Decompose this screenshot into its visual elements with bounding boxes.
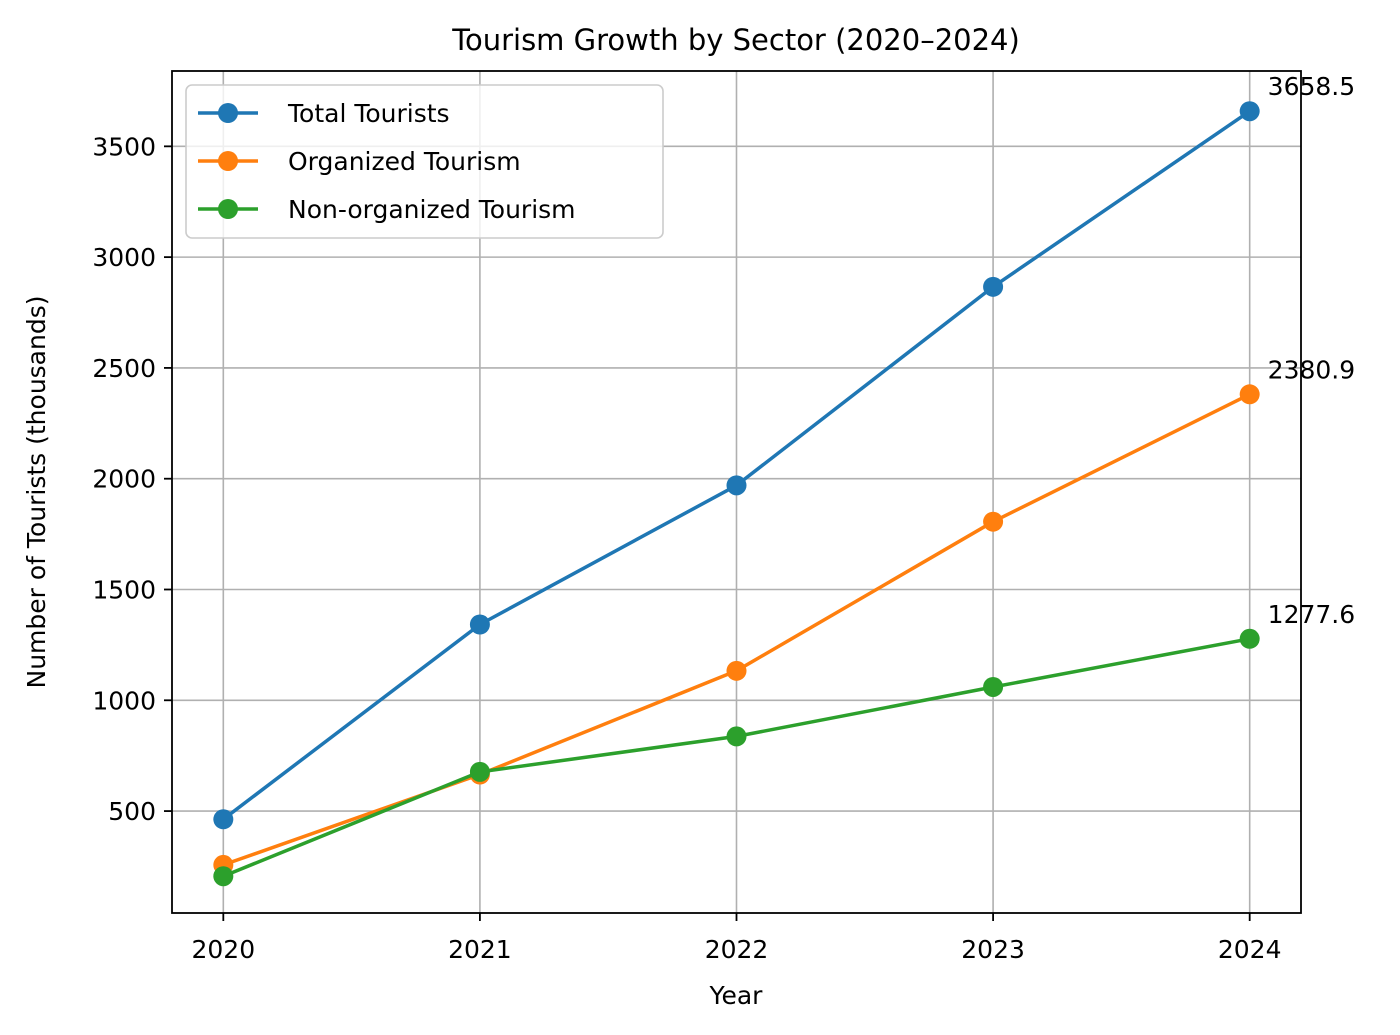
legend-entry: Organized Tourism: [198, 147, 521, 176]
data-point: [213, 866, 234, 887]
x-tick-label: 2020: [192, 935, 256, 964]
legend-entry: Non-organized Tourism: [198, 195, 576, 224]
y-axis-label: Number of Tourists (thousands): [22, 296, 51, 689]
data-point: [213, 809, 234, 830]
legend-entry: Total Tourists: [198, 99, 450, 128]
series-1: [213, 101, 1260, 830]
data-point: [1239, 628, 1260, 649]
data-label: 3658.5: [1268, 72, 1355, 101]
axis-ticks: 2020 2021 2022 2023 2024 500 1000 1500 2000 2500 3…: [92, 132, 1281, 964]
series-3: [213, 628, 1260, 887]
data-point: [469, 614, 490, 635]
y-tick-label: 3000: [92, 243, 156, 272]
y-tick-label: 1000: [92, 686, 156, 715]
legend: Total Tourists Organized Tourism Non-organ…: [185, 84, 664, 239]
data-point: [983, 511, 1004, 532]
legend-label: Organized Tourism: [288, 147, 521, 176]
annotations: 3658.5 2380.9 1277.6: [1268, 72, 1355, 629]
legend-label: Total Tourists: [287, 99, 450, 128]
y-tick-label: 1500: [92, 575, 156, 604]
series-layer: [213, 101, 1260, 887]
data-point: [1239, 384, 1260, 405]
data-point: [983, 276, 1004, 297]
data-label: 1277.6: [1268, 600, 1355, 629]
x-tick-label: 2021: [448, 935, 512, 964]
data-label: 2380.9: [1268, 355, 1355, 384]
x-tick-label: 2023: [961, 935, 1025, 964]
data-point: [726, 726, 747, 747]
legend-box: [185, 84, 664, 239]
y-tick-label: 3500: [92, 132, 156, 161]
data-point: [726, 475, 747, 496]
y-tick-label: 2000: [92, 465, 156, 494]
x-axis-label: Year: [709, 981, 764, 1010]
chart-title: Tourism Growth by Sector (2020–2024): [451, 23, 1020, 57]
x-tick-label: 2024: [1218, 935, 1282, 964]
legend-marker: [218, 151, 238, 171]
data-point: [1239, 101, 1260, 122]
data-point: [983, 676, 1004, 697]
data-point: [726, 660, 747, 681]
y-tick-label: 500: [108, 797, 156, 826]
legend-label: Non-organized Tourism: [288, 195, 576, 224]
y-tick-label: 2500: [92, 354, 156, 383]
legend-marker: [218, 103, 238, 123]
legend-marker: [218, 199, 238, 219]
x-tick-label: 2022: [705, 935, 769, 964]
data-point: [469, 761, 490, 782]
